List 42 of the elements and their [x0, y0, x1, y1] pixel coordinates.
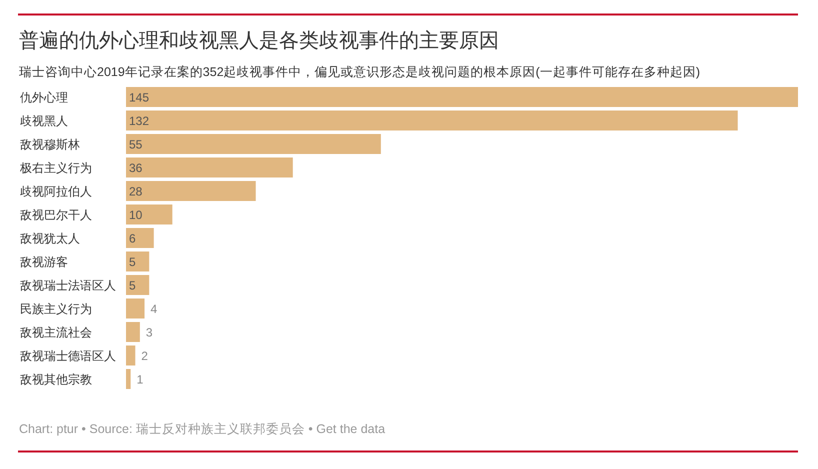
text: Chart: ptur • Source: 瑞士反对种族主义联邦委员会 • Get the data — [19, 421, 386, 436]
y-tick-label: 歧视阿拉伯人 — [20, 184, 92, 198]
y-tick-label: 敌视瑞士德语区人 — [20, 349, 116, 363]
y-tick-label: 极右主义行为 — [19, 161, 92, 175]
bar — [126, 228, 154, 248]
data-label: 6 — [129, 232, 136, 246]
bar — [126, 134, 381, 154]
bar — [126, 87, 798, 107]
bar — [126, 110, 738, 130]
data-label: 36 — [129, 161, 143, 175]
y-tick-label: 民族主义行为 — [20, 302, 92, 316]
data-label: 55 — [129, 138, 143, 152]
data-label: 1 — [136, 372, 144, 386]
y-tick-label: 敌视巴尔干人 — [20, 208, 92, 222]
bar — [126, 204, 172, 224]
bar — [126, 181, 256, 201]
bar — [126, 346, 136, 366]
chart-title: 普遍的仇外心理和歧视黑人是各类歧视事件的主要原因 — [19, 29, 499, 52]
bar — [126, 369, 131, 389]
y-tick-label: 敌视瑞士法语区人 — [20, 278, 116, 292]
data-label: 3 — [146, 326, 153, 340]
y-tick-label: 仇外心理 — [20, 90, 68, 104]
data-label: 145 — [129, 90, 150, 104]
data-label: 10 — [129, 208, 143, 222]
data-label: 5 — [129, 255, 136, 269]
data-label: 2 — [141, 349, 148, 363]
chart-subtitle: 瑞士咨询中心2019年记录在案的352起歧视事件中，偏见或意识形态是歧视问题的根本原因(一起事件可能存在多种起因) — [19, 64, 700, 79]
data-label: 28 — [129, 184, 143, 198]
data-label: 5 — [129, 278, 136, 292]
data-label: 4 — [150, 302, 158, 316]
bar — [126, 322, 140, 342]
y-tick-label: 敌视游客 — [20, 255, 68, 269]
bar — [126, 298, 145, 318]
data-label: 132 — [129, 114, 150, 128]
bar — [126, 275, 150, 295]
y-tick-label: 敌视其他宗教 — [20, 372, 92, 386]
bar — [126, 158, 293, 178]
y-tick-label: 歧视黑人 — [20, 114, 68, 128]
bar — [126, 252, 150, 272]
y-tick-label: 敌视穆斯林 — [20, 138, 80, 152]
y-tick-label: 敌视犹太人 — [20, 232, 80, 246]
y-tick-label: 敌视主流社会 — [20, 326, 92, 340]
